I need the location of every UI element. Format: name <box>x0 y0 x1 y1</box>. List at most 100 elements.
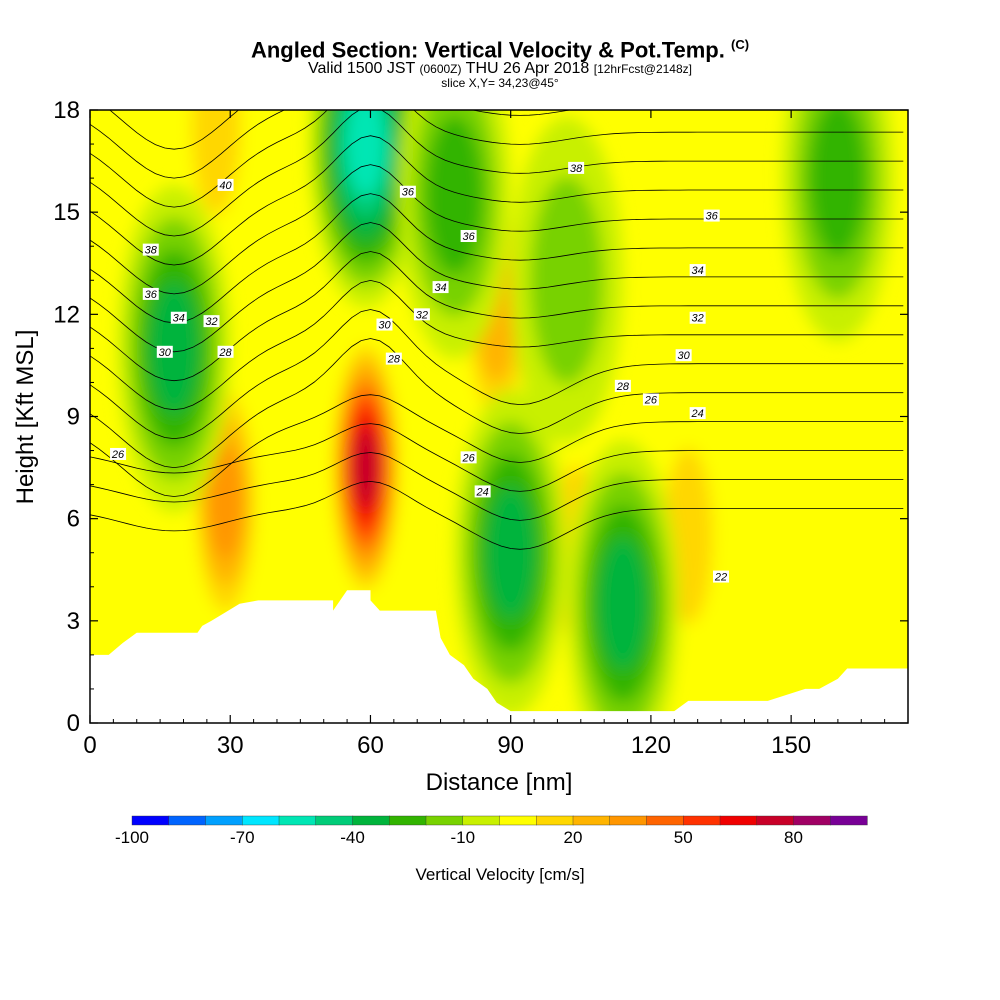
y-tick-label: 18 <box>53 97 80 124</box>
velocity-core-updraft <box>330 331 401 604</box>
colorbar-tick-label: -10 <box>450 828 475 847</box>
theta-contour-line <box>90 338 904 469</box>
contour-label: 22 <box>713 570 730 584</box>
theta-contour-line <box>90 135 904 266</box>
velocity-core-downdraft <box>398 110 511 359</box>
colorbar-swatch <box>315 815 354 826</box>
colorbar-swatch <box>131 815 170 826</box>
x-tick-label: 60 <box>357 732 384 759</box>
colorbar-swatch <box>425 815 464 826</box>
svg-text:38: 38 <box>570 163 583 175</box>
contour-label: 28 <box>217 345 234 359</box>
chart-title-text: Angled Section: Vertical Velocity & Pot.… <box>250 37 725 63</box>
chart-title: Angled Section: Vertical Velocity & Pot.… <box>0 37 1000 63</box>
x-axis-label: Distance [nm] <box>426 769 573 796</box>
svg-text:22: 22 <box>714 572 727 584</box>
svg-text:40: 40 <box>219 180 232 192</box>
contour-label: 30 <box>675 349 692 362</box>
colorbar-label: Vertical Velocity [cm/s] <box>415 865 584 884</box>
x-tick-label: 0 <box>83 732 96 759</box>
colorbar-swatch <box>793 815 831 826</box>
svg-text:36: 36 <box>402 187 415 199</box>
svg-text:24: 24 <box>476 486 489 498</box>
valid-utc: (0600Z) <box>419 62 462 76</box>
svg-text:34: 34 <box>173 313 185 325</box>
terrain-mask <box>90 590 908 723</box>
contour-label: 38 <box>142 243 159 257</box>
colorbar-swatch <box>168 815 207 826</box>
colorbar-tick-label: 50 <box>674 828 693 847</box>
theta-contour-labels: 40 38 36 34 32 30 28 26 36 36 34 30 32 28 26 24 38 36 34 32… <box>110 161 730 584</box>
svg-text:36: 36 <box>706 211 719 223</box>
theta-contour-line <box>90 110 904 208</box>
contour-label: 30 <box>376 318 393 332</box>
theta-contour-line <box>90 279 904 411</box>
contour-label: 36 <box>460 230 477 243</box>
contour-label: 36 <box>399 185 416 199</box>
slice-info: slice X,Y= 34,23@45° <box>441 76 559 90</box>
svg-text:26: 26 <box>461 452 475 464</box>
theta-contour-line <box>90 110 904 237</box>
colorbar-tick-label: 20 <box>564 828 583 847</box>
colorbar-swatch <box>278 815 317 826</box>
svg-text:26: 26 <box>644 394 658 406</box>
colorbar-swatch <box>683 815 721 826</box>
colorbar-swatch <box>352 815 390 826</box>
svg-text:36: 36 <box>462 231 475 243</box>
theta-contour-line <box>90 423 904 492</box>
contour-label: 38 <box>568 161 585 175</box>
colorbar-swatch <box>609 815 648 826</box>
colorbar-swatch <box>462 815 501 826</box>
svg-text:34: 34 <box>434 282 446 294</box>
contour-label: 32 <box>689 311 706 325</box>
colorbar-tick-label: 80 <box>784 828 803 847</box>
colorbar-swatch <box>719 815 758 826</box>
x-tick-label: 30 <box>217 732 244 759</box>
contour-label: 26 <box>460 451 477 464</box>
svg-text:36: 36 <box>145 289 158 301</box>
velocity-core-downdraft <box>454 389 567 717</box>
velocity-core-downdraft <box>309 110 422 308</box>
contour-label: 26 <box>642 393 659 406</box>
svg-text:28: 28 <box>218 347 232 359</box>
contour-label: 36 <box>703 209 720 223</box>
theta-contour-line <box>90 309 904 440</box>
y-tick-label: 6 <box>67 506 80 533</box>
y-tick-label: 12 <box>53 301 80 328</box>
colorbar-swatch <box>572 815 611 826</box>
contour-label: 32 <box>413 308 430 321</box>
valid-time: Valid 1500 JST <box>308 60 416 77</box>
colorbar-tick-label: -100 <box>115 828 149 847</box>
y-tick-label: 9 <box>67 404 80 431</box>
colorbar-swatch <box>536 815 574 826</box>
contour-label: 32 <box>203 315 220 328</box>
velocity-core-downdraft <box>118 184 231 512</box>
y-tick-label: 0 <box>67 710 80 737</box>
theta-contour-line <box>90 394 904 497</box>
y-tick-label: 15 <box>53 199 80 226</box>
theta-contour-line <box>90 164 904 295</box>
x-tick-label: 150 <box>771 732 811 759</box>
svg-text:32: 32 <box>692 313 704 325</box>
colorbar-swatch <box>205 815 243 826</box>
theta-contour-line <box>90 452 904 521</box>
colorbar-swatch <box>389 815 427 826</box>
svg-text:30: 30 <box>378 320 391 332</box>
x-tick-label: 90 <box>497 732 524 759</box>
contour-label: 34 <box>432 281 449 294</box>
svg-text:32: 32 <box>205 316 217 328</box>
contour-label: 26 <box>110 447 127 461</box>
svg-text:30: 30 <box>678 350 691 362</box>
y-tick-label: 3 <box>67 608 80 635</box>
colorbar: -100 -70 -40 -10 20 50 80 <box>115 815 868 847</box>
contour-label: 28 <box>385 352 402 366</box>
svg-text:26: 26 <box>111 449 125 461</box>
svg-text:38: 38 <box>145 245 158 257</box>
colorbar-swatch <box>242 815 280 826</box>
theta-contour-line <box>90 193 904 324</box>
colorbar-tick-label: -40 <box>340 828 365 847</box>
svg-text:28: 28 <box>616 381 630 393</box>
copyright-mark: (C) <box>731 37 750 52</box>
